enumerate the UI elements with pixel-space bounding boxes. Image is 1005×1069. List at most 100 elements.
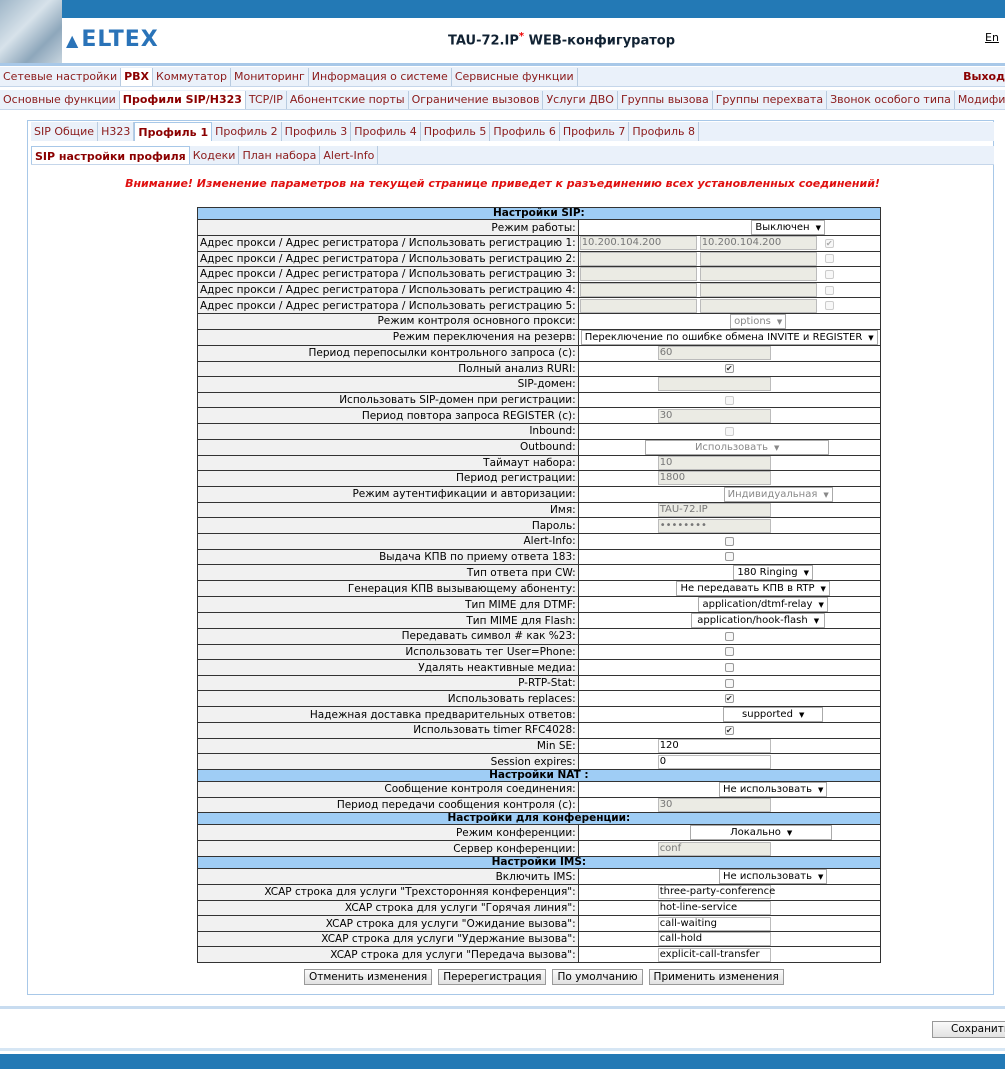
submenu-item[interactable]: Модификаторы [955,91,1005,109]
select-dropdown[interactable]: Выключен ▼ [751,220,825,235]
registrar-address-input[interactable] [699,283,817,298]
select-dropdown[interactable]: Не использовать ▼ [719,781,828,797]
cancel-button[interactable]: Отменить изменения [304,969,433,985]
row-value: conf [577,840,881,858]
select-dropdown[interactable]: Не передавать КПВ в RTP ▼ [676,581,830,597]
text-input[interactable]: 0 [657,754,771,769]
text-input[interactable]: 120 [657,738,771,753]
select-dropdown[interactable]: Индивидуальная ▼ [723,486,833,502]
checkbox[interactable]: ✔ [724,694,734,704]
row-value: Не передавать КПВ в RTP ▼ [577,580,881,598]
text-input[interactable]: •••••••• [657,518,771,533]
checkbox[interactable]: ✔ [724,364,734,374]
tab-profile[interactable]: Профиль 6 [490,122,560,141]
tab-profile[interactable]: Профиль 8 [629,122,699,141]
select-dropdown[interactable]: 180 Ringing ▼ [733,565,813,581]
select-dropdown[interactable]: Локально ▼ [690,825,833,841]
select-dropdown[interactable]: Переключение по ошибке обмена INVITE и R… [580,329,878,345]
menu-item[interactable]: Мониторинг [231,67,309,86]
select-dropdown[interactable]: options ▼ [730,313,787,329]
use-registration-checkbox[interactable] [824,285,834,295]
text-input[interactable]: 30 [657,798,771,813]
checkbox[interactable] [724,631,734,641]
tab-profile[interactable]: H323 [98,122,135,141]
submenu-item[interactable]: Группы вызова [618,90,713,109]
table-row: Alert-Info: [197,532,881,550]
menu-item[interactable]: PBX [121,67,154,86]
menu-item[interactable]: Сетевые настройки [0,67,122,86]
subtab[interactable]: Alert-Info [320,146,379,164]
text-input[interactable]: hot-line-service [657,900,771,915]
select-dropdown[interactable]: application/hook-flash ▼ [691,613,826,629]
apply-button[interactable]: Применить изменения [648,969,784,985]
checkbox[interactable] [724,426,734,436]
table-row: Адрес прокси / Адрес регистратора / Испо… [197,266,881,283]
divider [0,63,1005,66]
registrar-address-input[interactable]: 10.200.104.200 [699,236,817,251]
proxy-address-input[interactable] [579,283,697,298]
section-header: Настройки NAT : [197,768,881,782]
use-registration-checkbox[interactable] [824,254,834,264]
exit-link[interactable]: Выход [963,70,1005,83]
text-input[interactable]: call-waiting [657,916,771,931]
checkbox[interactable] [724,663,734,673]
text-input[interactable]: 30 [657,408,771,423]
text-input[interactable]: explicit-call-transfer [657,947,771,962]
submenu-item[interactable]: Абонентские порты [287,90,409,109]
text-input[interactable]: TAU-72.IP [657,503,771,518]
menu-item[interactable]: Сервисные функции [452,67,578,86]
proxy-address-input[interactable] [579,298,697,313]
text-input[interactable]: call-hold [657,932,771,947]
checkbox[interactable] [724,678,734,688]
select-dropdown[interactable]: supported ▼ [723,707,824,723]
text-input[interactable]: conf [657,841,771,856]
select-dropdown[interactable]: Использовать ▼ [645,439,830,455]
submenu-item[interactable]: Услуги ДВО [543,90,618,109]
checkbox[interactable] [724,647,734,657]
submenu-item[interactable]: Основные функции [0,90,120,109]
checkbox[interactable] [724,552,734,562]
registrar-address-input[interactable] [699,267,817,282]
use-registration-checkbox[interactable] [824,301,834,311]
tab-profile[interactable]: Профиль 4 [351,122,421,141]
tab-profile[interactable]: Профиль 7 [560,122,630,141]
subtab[interactable]: План набора [239,146,321,164]
tab-profile[interactable]: Профиль 2 [212,122,282,141]
submenu-item[interactable]: Ограничение вызовов [409,90,544,109]
text-input[interactable]: 1800 [657,471,771,486]
menu-item[interactable]: Коммутатор [153,67,231,86]
text-input[interactable]: 60 [657,346,771,361]
checkbox[interactable] [724,536,734,546]
checkbox[interactable]: ✔ [724,725,734,735]
registrar-address-input[interactable] [699,251,817,266]
submenu-item[interactable]: Звонок особого типа [827,90,955,109]
subtab[interactable]: Кодеки [190,146,240,164]
tab-profile[interactable]: Профиль 3 [282,122,352,141]
menu-item[interactable]: Информация о системе [309,67,452,86]
submenu-item[interactable]: Профили SIP/H323 [119,90,246,109]
text-input[interactable] [657,377,771,392]
select-dropdown[interactable]: Не использовать ▼ [719,869,828,885]
submenu-item[interactable]: Группы перехвата [713,90,828,109]
subtab[interactable]: SIP настройки профиля [31,146,190,164]
default-button[interactable]: По умолчанию [552,969,643,985]
registrar-address-input[interactable] [699,298,817,313]
use-registration-checkbox[interactable] [824,269,834,279]
use-registration-checkbox[interactable]: ✔ [824,238,834,248]
proxy-address-input[interactable] [579,267,697,282]
reregister-button[interactable]: Перерегистрация [438,969,547,985]
tab-profile[interactable]: Профиль 5 [421,122,491,141]
submenu-item[interactable]: TCP/IP [246,90,287,109]
proxy-address-input[interactable]: 10.200.104.200 [579,236,697,251]
table-row: SIP-домен: [197,376,881,393]
text-input[interactable]: 10 [657,455,771,470]
proxy-address-input[interactable] [579,251,697,266]
checkbox[interactable] [724,395,734,405]
text-input[interactable]: three-party-conference [657,885,776,900]
row-label: Удалять неактивные медиа: [197,659,579,676]
tab-profile[interactable]: SIP Общие [31,122,99,141]
lang-en-link[interactable]: En [985,31,999,44]
select-dropdown[interactable]: application/dtmf-relay ▼ [698,597,828,613]
tab-profile[interactable]: Профиль 1 [134,122,213,141]
save-button[interactable]: Сохранить [932,1021,1005,1038]
